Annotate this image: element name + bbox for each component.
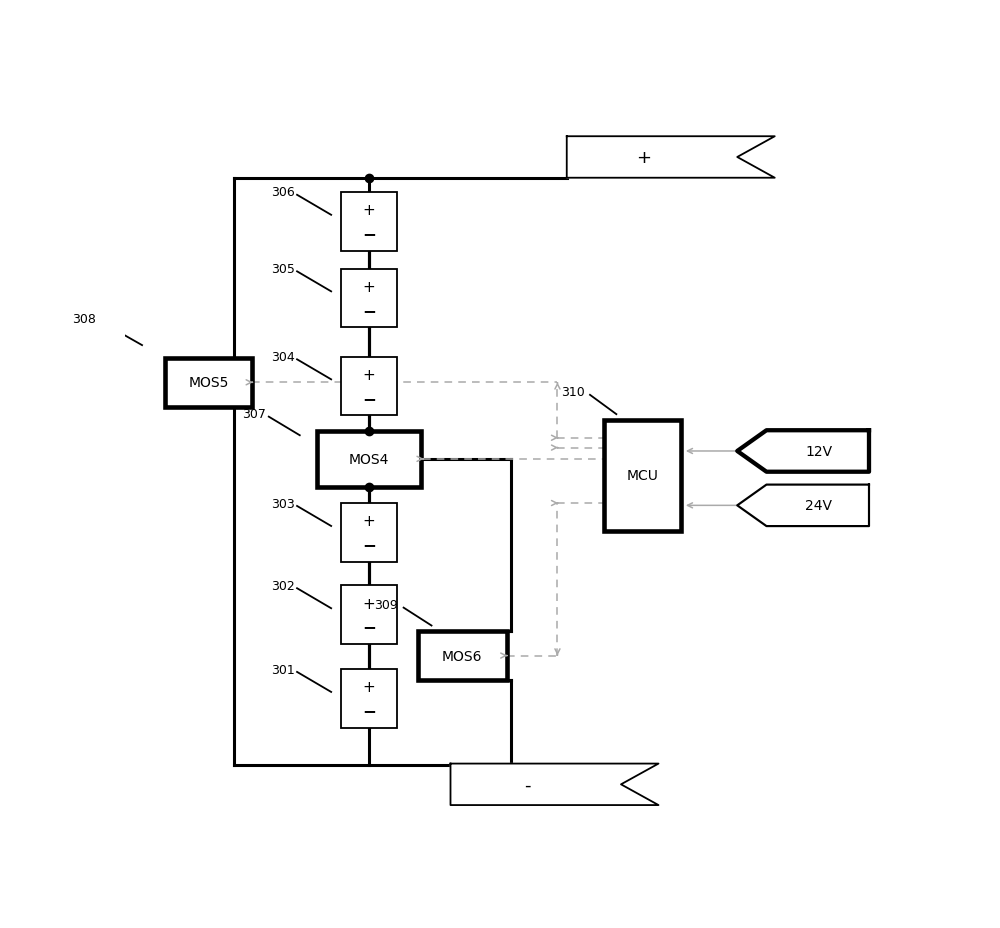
Bar [418, 632, 507, 680]
Text: 301: 301 [271, 663, 295, 676]
Bar [341, 669, 397, 728]
Text: 306: 306 [271, 187, 295, 200]
Polygon shape [737, 485, 869, 526]
Text: −: − [362, 225, 376, 243]
Polygon shape [451, 764, 659, 806]
Text: −: − [362, 535, 376, 554]
Text: +: + [363, 596, 376, 611]
Text: -: - [524, 776, 530, 793]
Bar [604, 420, 681, 531]
Text: +: + [363, 679, 376, 694]
Bar [341, 504, 397, 562]
Bar [341, 193, 397, 251]
Bar [341, 586, 397, 644]
Text: +: + [363, 514, 376, 529]
Text: +: + [363, 279, 376, 294]
Text: 12V: 12V [805, 445, 832, 458]
Text: 308: 308 [72, 313, 96, 326]
Polygon shape [567, 137, 775, 178]
Text: +: + [363, 203, 376, 218]
Bar [165, 358, 252, 407]
Text: 302: 302 [271, 579, 295, 592]
Text: 309: 309 [374, 598, 398, 611]
Text: 303: 303 [271, 497, 295, 510]
Bar [341, 269, 397, 328]
Text: MCU: MCU [627, 469, 659, 483]
Text: +: + [636, 148, 651, 167]
Text: 304: 304 [271, 351, 295, 364]
Text: 24V: 24V [805, 499, 832, 513]
Text: MOS6: MOS6 [442, 649, 482, 663]
Text: +: + [363, 367, 376, 382]
Polygon shape [737, 431, 869, 472]
Text: 305: 305 [271, 263, 295, 276]
Text: MOS4: MOS4 [349, 452, 389, 467]
Text: MOS5: MOS5 [189, 376, 229, 390]
Text: 310: 310 [561, 385, 585, 398]
Bar [317, 432, 421, 487]
Bar [341, 357, 397, 416]
Text: −: − [362, 618, 376, 636]
Text: −: − [362, 389, 376, 407]
Text: −: − [362, 302, 376, 319]
Text: 307: 307 [243, 407, 266, 420]
Text: −: − [362, 702, 376, 719]
